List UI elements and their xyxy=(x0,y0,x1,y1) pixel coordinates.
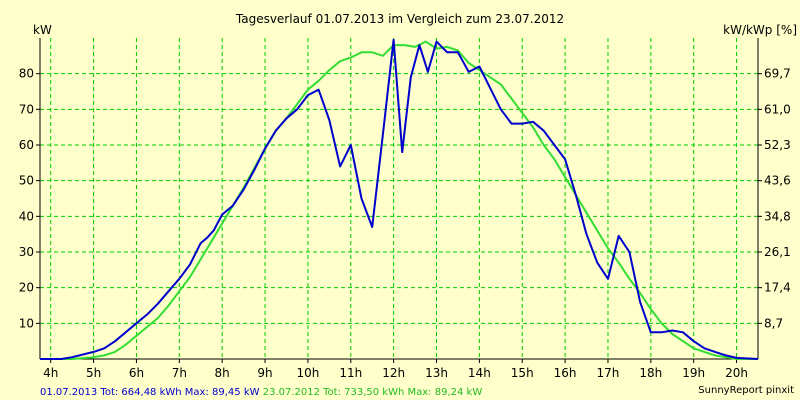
x-tick-label: 14h xyxy=(468,366,491,380)
x-tick-label: 11h xyxy=(339,366,362,380)
y-axis-title: kW xyxy=(33,23,52,37)
credit-text: SunnyReport pinxit xyxy=(698,385,794,396)
y2-axis-title: kW/kWp [%] xyxy=(723,23,797,37)
x-tick-label: 5h xyxy=(86,366,101,380)
chart-footer: 01.07.2013 Tot: 664,48 kWh Max: 89,45 kW… xyxy=(40,387,482,398)
y2-tick-label: 34,8 xyxy=(764,209,791,223)
x-tick-label: 7h xyxy=(172,366,187,380)
y-tick-label: 50 xyxy=(19,174,34,188)
y2-tick-label: 26,1 xyxy=(764,245,791,259)
y2-tick-label: 69,7 xyxy=(764,67,791,81)
x-tick-label: 4h xyxy=(43,366,58,380)
x-tick-label: 17h xyxy=(597,366,620,380)
y-tick-label: 40 xyxy=(19,209,34,223)
footer-series-2012: 23.07.2012 Tot: 733,50 kWh Max: 89,24 kW xyxy=(262,387,483,398)
x-tick-label: 9h xyxy=(257,366,272,380)
y-tick-label: 60 xyxy=(19,138,34,152)
footer-series-2013: 01.07.2013 Tot: 664,48 kWh Max: 89,45 kW xyxy=(40,387,260,398)
x-tick-label: 16h xyxy=(554,366,577,380)
y2-tick-label: 52,3 xyxy=(764,138,791,152)
x-tick-label: 10h xyxy=(296,366,319,380)
x-tick-label: 15h xyxy=(511,366,534,380)
x-tick-label: 6h xyxy=(129,366,144,380)
x-tick-label: 13h xyxy=(425,366,448,380)
y2-tick-label: 61,0 xyxy=(764,102,791,116)
y-tick-label: 20 xyxy=(19,281,34,295)
series-line-01-07-2013 xyxy=(40,38,759,360)
y2-tick-label: 43,6 xyxy=(764,174,791,188)
chart-title: Tagesverlauf 01.07.2013 im Vergleich zum… xyxy=(235,12,564,26)
y-tick-label: 70 xyxy=(19,102,34,116)
y-tick-label: 80 xyxy=(19,67,34,81)
y-tick-label: 10 xyxy=(19,316,34,330)
x-tick-label: 19h xyxy=(682,366,705,380)
x-tick-label: 18h xyxy=(639,366,662,380)
y2-tick-label: 17,4 xyxy=(764,281,791,295)
y2-tick-label: 8,7 xyxy=(764,316,783,330)
x-tick-label: 12h xyxy=(382,366,405,380)
y-tick-label: 30 xyxy=(19,245,34,259)
x-tick-label: 8h xyxy=(215,366,230,380)
series-line-23-07-2012 xyxy=(40,40,758,360)
x-tick-label: 20h xyxy=(725,366,748,380)
